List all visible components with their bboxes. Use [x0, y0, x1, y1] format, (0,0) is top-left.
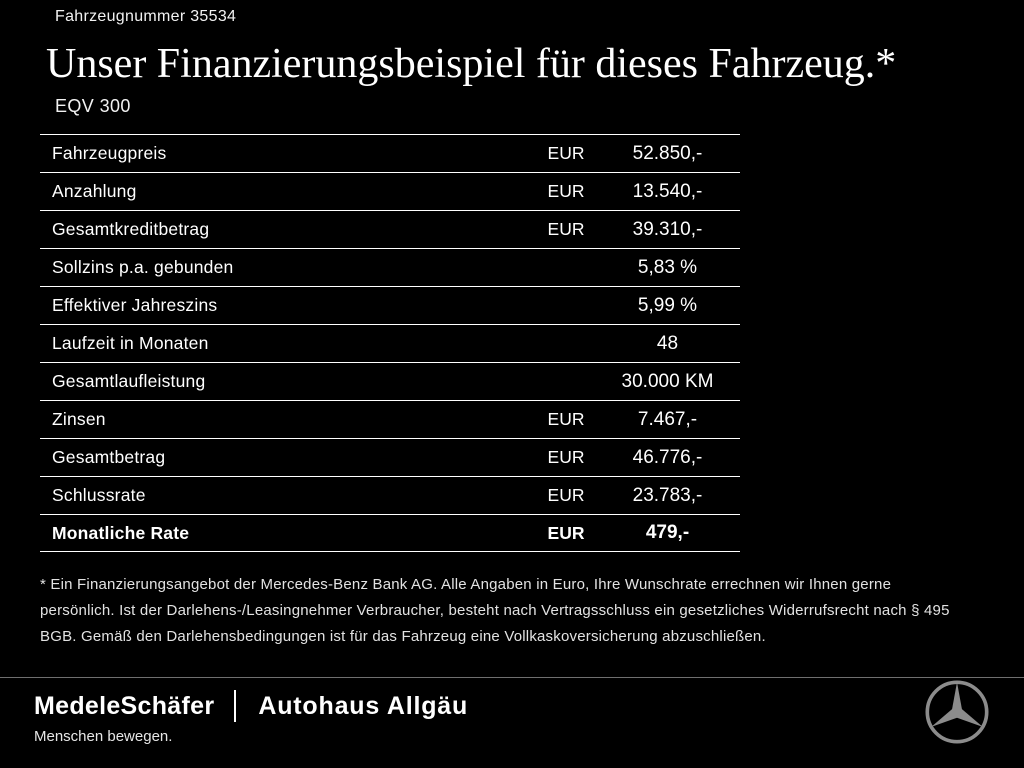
- row-label: Sollzins p.a. gebunden: [52, 257, 234, 277]
- row-value: 13.540,-: [632, 180, 703, 202]
- row-value: 5,83 %: [637, 256, 698, 278]
- financing-table: Fahrzeugpreis EUR 52.850,- Anzahlung EUR 13.5…: [40, 134, 740, 552]
- table-row: Gesamtlaufleistung 30.000 KM: [40, 362, 740, 400]
- footnote: * Ein Finanzierungsangebot der Mercedes-…: [40, 576, 950, 645]
- footer-divider: [0, 677, 1024, 678]
- table-row: Zinsen EUR 7.467,-: [40, 400, 740, 438]
- row-currency: EUR: [547, 143, 585, 163]
- table-row: Laufzeit in Monaten 48: [40, 324, 740, 362]
- row-value: 46.776,-: [632, 446, 703, 468]
- row-currency: EUR: [547, 447, 585, 467]
- row-value: 7.467,-: [637, 408, 698, 430]
- row-label: Gesamtkreditbetrag: [52, 219, 210, 239]
- row-value: 39.310,-: [632, 218, 703, 240]
- row-label: Fahrzeugpreis: [52, 143, 167, 163]
- dealer-logo-medele-schaefer: MedeleSchäfer: [34, 691, 215, 720]
- row-currency: EUR: [547, 485, 585, 505]
- table-row: Sollzins p.a. gebunden 5,83 %: [40, 248, 740, 286]
- row-value: 48: [656, 332, 679, 354]
- row-value: 479,-: [645, 522, 690, 543]
- row-label: Laufzeit in Monaten: [52, 333, 209, 353]
- page-title: Unser Finanzierungsbeispiel für dieses F…: [46, 41, 897, 87]
- row-currency: EUR: [547, 181, 585, 201]
- row-label: Anzahlung: [52, 181, 137, 201]
- dealer-tagline: Menschen bewegen.: [34, 728, 173, 745]
- table-row: Schlussrate EUR 23.783,-: [40, 476, 740, 514]
- row-currency: EUR: [547, 219, 585, 239]
- row-label: Effektiver Jahreszins: [52, 295, 218, 315]
- table-row: Anzahlung EUR 13.540,-: [40, 172, 740, 210]
- table-row: Fahrzeugpreis EUR 52.850,-: [40, 134, 740, 172]
- row-value: 5,99 %: [637, 294, 698, 316]
- row-currency: EUR: [547, 409, 585, 429]
- footer: MedeleSchäfer Autohaus Allgäu: [34, 690, 468, 722]
- row-label: Gesamtbetrag: [52, 447, 166, 467]
- dealer-logo-autohaus-allgaeu: Autohaus Allgäu: [258, 691, 469, 720]
- mercedes-star-icon: [924, 679, 990, 745]
- row-value: 23.783,-: [632, 484, 703, 506]
- vehicle-number: Fahrzeugnummer 35534: [55, 8, 237, 25]
- table-row: Gesamtkreditbetrag EUR 39.310,-: [40, 210, 740, 248]
- row-value: 52.850,-: [632, 142, 703, 164]
- table-row: Effektiver Jahreszins 5,99 %: [40, 286, 740, 324]
- row-currency: EUR: [547, 522, 585, 543]
- model-name: EQV 300: [55, 96, 131, 116]
- logo-divider: [234, 690, 237, 722]
- row-label: Schlussrate: [52, 485, 146, 505]
- row-label: Monatliche Rate: [52, 522, 190, 543]
- row-label: Gesamtlaufleistung: [52, 371, 206, 391]
- row-value: 30.000 KM: [621, 370, 714, 392]
- row-label: Zinsen: [52, 409, 106, 429]
- table-row: Monatliche Rate EUR 479,-: [40, 514, 740, 552]
- table-row: Gesamtbetrag EUR 46.776,-: [40, 438, 740, 476]
